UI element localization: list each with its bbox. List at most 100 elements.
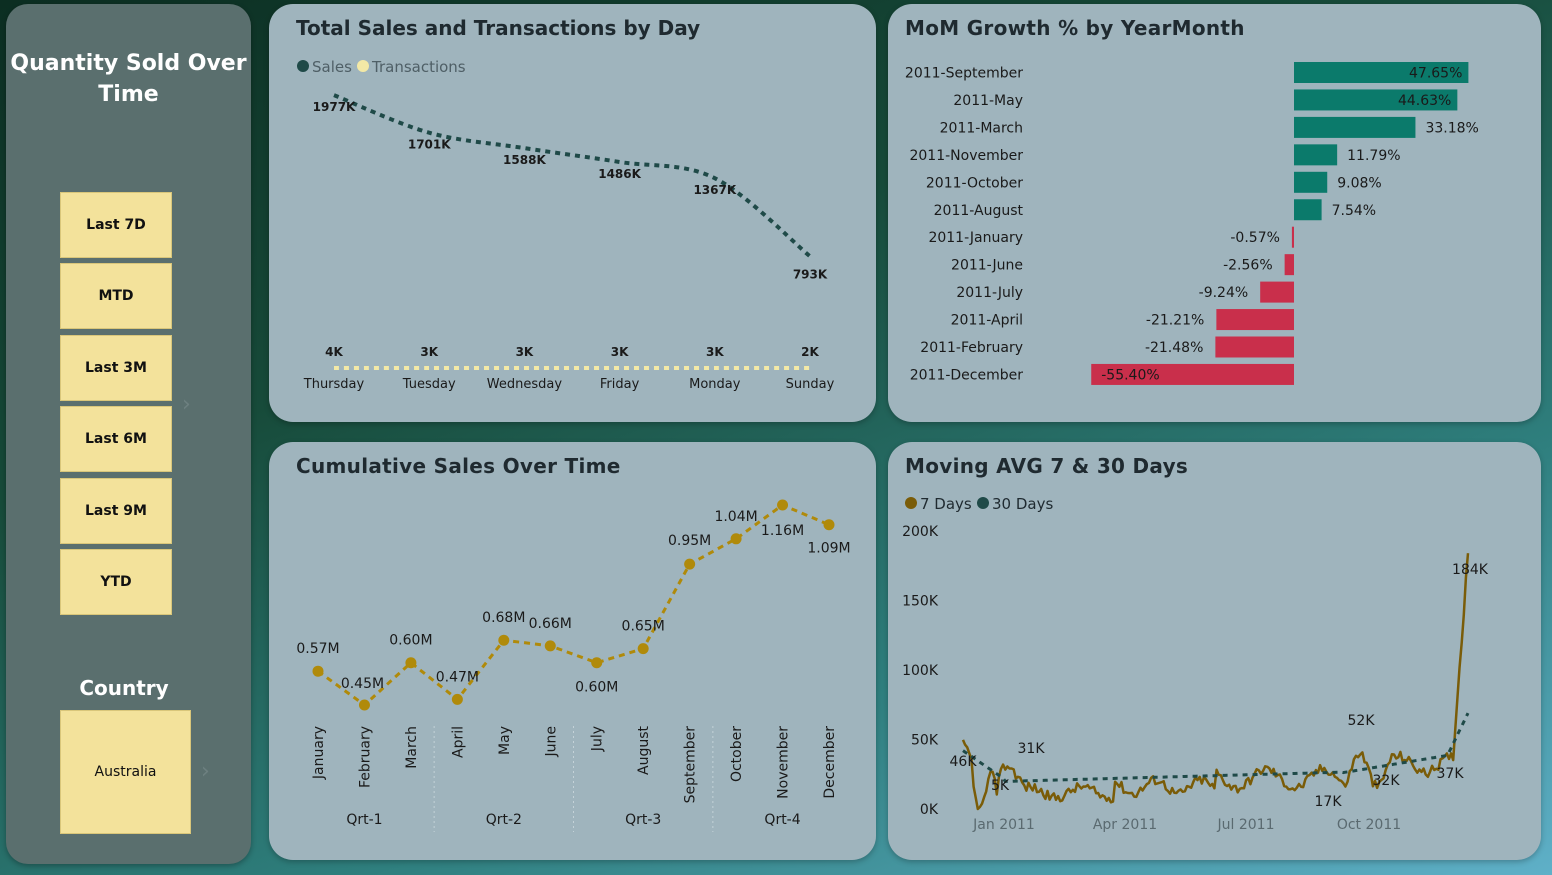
- panel-title: MoM Growth % by YearMonth: [905, 16, 1245, 40]
- mom-bar[interactable]: [1091, 363, 1294, 385]
- slicer-button-last-7d[interactable]: Last 7D: [60, 192, 172, 258]
- legend-transactions-marker: [357, 60, 369, 72]
- month-tick-label: September: [683, 726, 699, 804]
- x-tick-label: Tuesday: [402, 377, 456, 392]
- month-tick-label: December: [822, 726, 838, 799]
- mom-bar[interactable]: [1294, 144, 1338, 166]
- month-tick-label: April: [450, 726, 466, 758]
- bar-data-label: -55.40%: [1101, 367, 1159, 383]
- x-tick-label: Thursday: [303, 377, 365, 392]
- category-label: 2011-April: [951, 313, 1023, 329]
- cumulative-point[interactable]: [823, 519, 835, 531]
- cumulative-point[interactable]: [591, 657, 603, 669]
- month-tick-label: June: [543, 726, 559, 758]
- series-annotation-label: 37K: [1437, 766, 1465, 782]
- moving-avg-chart: 7 Days 30 Days 200K 150K 100K 50K 0K Jan 2011…: [902, 495, 1489, 833]
- quarter-label: Qrt-3: [625, 812, 661, 828]
- sales-data-label: 1701K: [408, 138, 451, 152]
- legend-30-days-marker: [977, 497, 989, 509]
- mom-bar[interactable]: [1294, 171, 1328, 193]
- point-data-label: 0.45M: [341, 676, 384, 692]
- cumulative-point[interactable]: [684, 558, 696, 570]
- country-slicer[interactable]: Australia: [60, 710, 191, 834]
- panel-title: Total Sales and Transactions by Day: [296, 16, 701, 40]
- bar-data-label: -21.48%: [1145, 340, 1203, 356]
- cumulative-point[interactable]: [498, 634, 510, 646]
- slicer-button-ytd[interactable]: YTD: [60, 549, 172, 615]
- sales-data-label: 1367K: [693, 183, 736, 197]
- sales-data-label: 1588K: [503, 153, 546, 167]
- month-tick-label: February: [357, 726, 373, 788]
- x-tick-label: Sunday: [786, 377, 835, 392]
- category-label: 2011-November: [909, 148, 1023, 164]
- cumulative-line[interactable]: [317, 503, 830, 707]
- panel-title: Moving AVG 7 & 30 Days: [905, 454, 1189, 478]
- mom-bar[interactable]: [1294, 199, 1322, 221]
- slicer-button-last-9m[interactable]: Last 9M: [60, 478, 172, 544]
- cumulative-point[interactable]: [637, 643, 649, 655]
- sales-by-day-panel: Total Sales and Transactions by Day Sale…: [269, 4, 876, 422]
- quarter-label: Qrt-4: [764, 812, 800, 828]
- point-data-label: 0.95M: [668, 533, 711, 549]
- cumulative-point[interactable]: [777, 499, 789, 511]
- panel-title: Cumulative Sales Over Time: [296, 454, 621, 478]
- legend-7-days[interactable]: 7 Days: [920, 495, 972, 513]
- chevron-right-icon[interactable]: ›: [182, 392, 191, 417]
- mom-growth-panel: MoM Growth % by YearMonth 2011-September…: [888, 4, 1541, 422]
- series-annotation-label: 5K: [991, 778, 1010, 794]
- transactions-data-label: 2K: [801, 345, 819, 359]
- slicer-button-last-6m[interactable]: Last 6M: [60, 406, 172, 472]
- legend-transactions[interactable]: Transactions: [371, 58, 466, 76]
- series-annotation-label: 184K: [1452, 562, 1489, 578]
- month-tick-label: August: [636, 725, 652, 775]
- mom-bar[interactable]: [1294, 89, 1458, 111]
- x-tick-label: Apr 2011: [1093, 817, 1157, 833]
- sales-by-day-chart: Sales Transactions 1977K 1701K 1588K 1486K 1…: [297, 58, 835, 392]
- cumulative-point[interactable]: [405, 657, 417, 669]
- x-tick-label: Wednesday: [487, 377, 563, 392]
- bar-data-label: 7.54%: [1332, 203, 1376, 219]
- category-label: 2011-July: [956, 285, 1023, 301]
- chevron-right-icon[interactable]: ›: [201, 759, 210, 784]
- legend-sales[interactable]: Sales: [312, 58, 352, 76]
- series-annotation-label: 17K: [1315, 794, 1343, 810]
- mom-bar[interactable]: [1216, 309, 1294, 331]
- month-tick-label: May: [497, 726, 513, 755]
- cumulative-point[interactable]: [312, 665, 324, 677]
- cumulative-point[interactable]: [544, 640, 556, 652]
- series-30-days-line[interactable]: [962, 712, 1470, 783]
- legend-30-days[interactable]: 30 Days: [992, 495, 1053, 513]
- mom-bar[interactable]: [1294, 116, 1416, 138]
- sales-line[interactable]: [333, 93, 812, 258]
- cumulative-point[interactable]: [358, 699, 370, 711]
- transactions-data-label: 3K: [611, 345, 629, 359]
- bar-data-label: 47.65%: [1409, 66, 1462, 82]
- mom-bar[interactable]: [1291, 226, 1294, 248]
- legend-7-days-marker: [905, 497, 917, 509]
- cumulative-point[interactable]: [451, 693, 463, 705]
- slicer-button-mtd[interactable]: MTD: [60, 263, 172, 329]
- series-7-days-line[interactable]: [961, 553, 1470, 811]
- country-value: Australia: [94, 764, 157, 780]
- slicer-button-last-3m[interactable]: Last 3M: [60, 335, 172, 401]
- point-data-label: 0.57M: [296, 641, 339, 657]
- x-tick-label: Jan 2011: [972, 817, 1035, 833]
- category-label: 2011-June: [951, 258, 1023, 274]
- quarter-label: Qrt-2: [486, 812, 522, 828]
- y-tick-label: 100K: [902, 663, 939, 679]
- mom-bar[interactable]: [1260, 281, 1294, 303]
- cumulative-sales-chart: 0.57M 0.45M 0.60M 0.47M 0.68M 0.66M 0.60M 0.65M…: [296, 499, 851, 832]
- x-tick-label: Oct 2011: [1337, 817, 1401, 833]
- point-data-label: 0.60M: [575, 680, 618, 696]
- bar-data-label: 11.79%: [1347, 148, 1400, 164]
- mom-bar[interactable]: [1284, 254, 1294, 276]
- cumulative-point[interactable]: [730, 533, 742, 545]
- mom-bar[interactable]: [1294, 62, 1469, 83]
- month-tick-label: November: [776, 726, 792, 799]
- transactions-data-label: 3K: [516, 345, 534, 359]
- series-annotation-label: 31K: [1018, 741, 1046, 757]
- mom-bar[interactable]: [1215, 336, 1294, 358]
- cumulative-sales-panel: Cumulative Sales Over Time 0.57M 0.45M 0.6…: [269, 442, 876, 860]
- series-annotation-label: 32K: [1373, 773, 1401, 789]
- point-data-label: 0.66M: [529, 616, 572, 632]
